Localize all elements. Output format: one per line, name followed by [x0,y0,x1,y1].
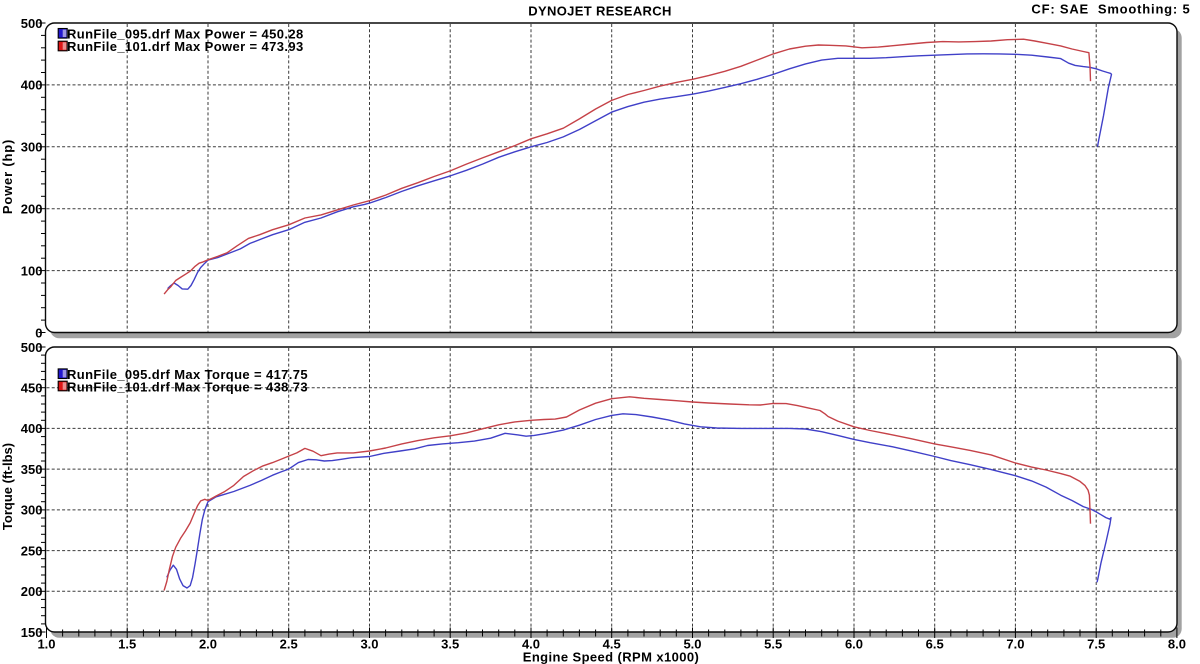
svg-text:4.0: 4.0 [522,637,540,652]
svg-text:5.5: 5.5 [764,637,782,652]
svg-text:RunFile_095.drf Max Torque = 4: RunFile_095.drf Max Torque = 417.75 [67,367,308,382]
svg-text:5.0: 5.0 [683,637,701,652]
svg-text:1.0: 1.0 [37,637,55,652]
svg-text:200: 200 [21,584,43,599]
svg-text:DYNOJET RESEARCH: DYNOJET RESEARCH [528,4,672,19]
svg-text:3.0: 3.0 [360,637,378,652]
svg-text:0: 0 [35,325,42,340]
svg-text:400: 400 [21,78,43,93]
svg-text:500: 500 [21,16,43,31]
svg-text:4.5: 4.5 [603,637,621,652]
svg-text:1.5: 1.5 [118,637,136,652]
svg-text:300: 300 [21,140,43,155]
svg-text:300: 300 [21,503,43,518]
svg-text:8.0: 8.0 [1168,637,1186,652]
svg-text:400: 400 [21,421,43,436]
svg-text:250: 250 [21,543,43,558]
svg-text:100: 100 [21,263,43,278]
svg-text:200: 200 [21,202,43,217]
svg-text:150: 150 [21,625,43,640]
svg-text:2.5: 2.5 [280,637,298,652]
svg-text:Power (hp): Power (hp) [0,139,15,214]
svg-text:7.0: 7.0 [1006,637,1024,652]
svg-text:Torque (ft-lbs): Torque (ft-lbs) [0,443,15,530]
svg-text:2.0: 2.0 [199,637,217,652]
svg-text:350: 350 [21,462,43,477]
svg-text:RunFile_101.drf Max Power = 47: RunFile_101.drf Max Power = 473.93 [67,39,304,54]
svg-text:Engine Speed (RPM x1000): Engine Speed (RPM x1000) [523,650,699,664]
svg-text:3.5: 3.5 [441,637,459,652]
svg-text:6.5: 6.5 [926,637,944,652]
svg-text:RunFile_101.drf Max Torque = 4: RunFile_101.drf Max Torque = 438.73 [67,379,308,394]
svg-text:6.0: 6.0 [845,637,863,652]
svg-text:450: 450 [21,381,43,396]
svg-text:7.5: 7.5 [1087,637,1105,652]
svg-text:RunFile_095.drf Max Power = 45: RunFile_095.drf Max Power = 450.28 [67,27,304,42]
svg-text:CF: SAE Smoothing: 5: CF: SAE Smoothing: 5 [1031,2,1190,17]
svg-text:500: 500 [21,340,43,355]
